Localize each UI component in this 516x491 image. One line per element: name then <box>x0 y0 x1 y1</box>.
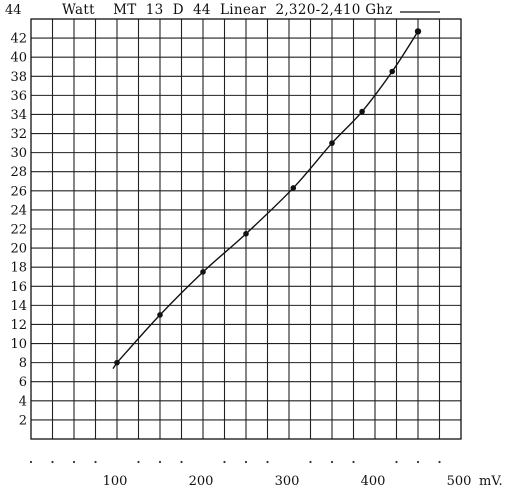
x-minor-tick-dot <box>416 460 420 464</box>
x-minor-tick-dot <box>438 460 441 464</box>
x-minor-tick-dot <box>244 460 248 464</box>
y-tick-label: 22 <box>10 223 27 238</box>
x-minor-tick-dot <box>266 460 269 464</box>
plot-frame <box>30 18 462 440</box>
x-minor-tick-dot <box>223 460 226 464</box>
y-tick-label: 26 <box>10 184 27 199</box>
x-axis-label: mV. <box>479 474 503 489</box>
data-point <box>389 68 396 75</box>
y-tick-label: 42 <box>10 32 27 47</box>
data-point <box>359 108 365 115</box>
y-tick-label: 40 <box>10 51 27 66</box>
x-tick-label: 100 <box>103 474 128 489</box>
data-point <box>200 269 206 275</box>
data-point <box>329 140 335 146</box>
data-point <box>414 28 422 35</box>
x-minor-tick-dot <box>72 460 76 464</box>
data-point <box>290 185 297 191</box>
x-minor-tick-dot <box>180 460 183 464</box>
x-minor-tick-dot <box>137 460 140 464</box>
x-minor-tick-dot <box>395 460 398 464</box>
x-minor-tick-dot <box>158 460 162 464</box>
y-tick-label: 4 <box>19 394 27 409</box>
y-tick-label: 2 <box>19 413 27 428</box>
data-points <box>114 28 422 366</box>
y-tick-label: 16 <box>10 280 27 295</box>
y-tick-label: 6 <box>19 375 27 390</box>
y-tick-label: 36 <box>10 89 27 104</box>
series-curve <box>112 31 419 370</box>
x-tick-labels: 100 200 300 400 500 <box>103 474 472 489</box>
x-minor-tick-dot <box>29 460 33 464</box>
x-minor-tick-dot <box>352 460 355 464</box>
x-minor-tick-dot <box>309 460 312 464</box>
x-tick-label: 400 <box>361 474 386 489</box>
x-minor-tick-dot <box>51 460 54 464</box>
y-tick-label: 24 <box>10 203 27 218</box>
y-tick-label: 32 <box>10 127 27 142</box>
x-tick-label: 300 <box>275 474 300 489</box>
y-tick-label: 28 <box>10 165 27 180</box>
y-tick-label: 30 <box>10 146 27 161</box>
y-tick-label: 10 <box>10 337 27 352</box>
data-point <box>157 312 163 318</box>
y-tick-label: 20 <box>10 242 27 257</box>
data-point <box>243 230 249 237</box>
y-top-label: 44 <box>5 3 22 18</box>
x-minor-tick-dot <box>330 460 334 464</box>
y-tick-label: 12 <box>10 318 27 333</box>
x-minor-tick-dot <box>94 460 97 464</box>
y-tick-label: 14 <box>10 299 27 314</box>
x-tick-label: 200 <box>189 474 214 489</box>
y-tick-label: 8 <box>19 356 27 371</box>
y-tick-label: 34 <box>10 108 27 123</box>
y-tick-label: 38 <box>10 70 27 85</box>
data-point <box>114 359 120 366</box>
x-minor-ticks <box>29 460 441 464</box>
grid <box>31 19 461 439</box>
chart-title: Watt MT 13 D 44 Linear 2,320-2,410 Ghz <box>62 2 393 18</box>
x-tick-label: 500 <box>447 474 472 489</box>
y-tick-label: 18 <box>10 261 27 276</box>
